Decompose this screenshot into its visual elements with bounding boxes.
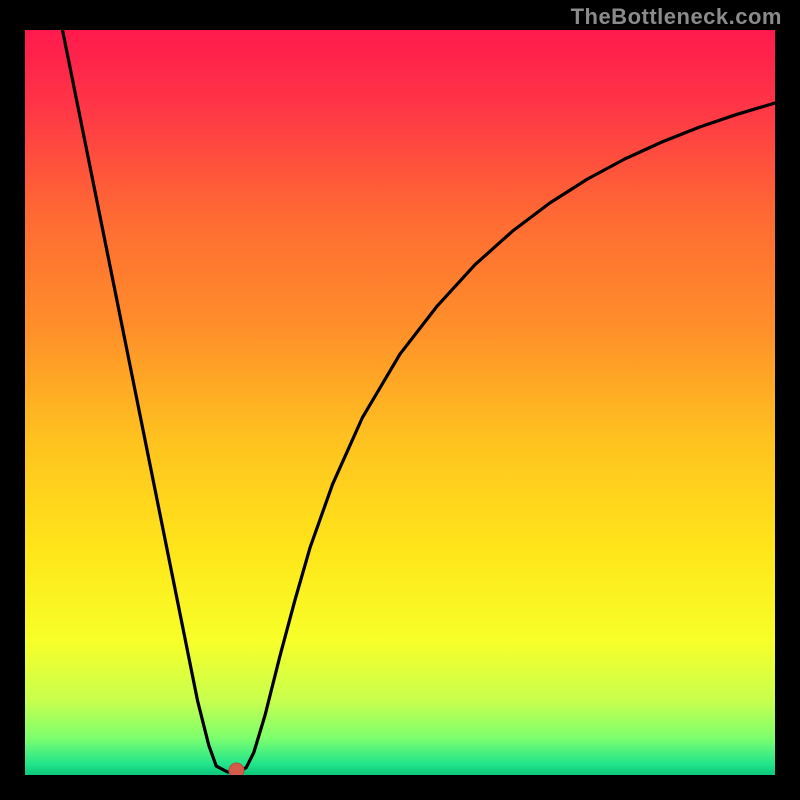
chart-frame: TheBottleneck.com: [0, 0, 800, 800]
plot-area: [25, 30, 775, 775]
optimum-marker: [229, 763, 244, 775]
chart-svg: [25, 30, 775, 775]
watermark-text: TheBottleneck.com: [571, 4, 782, 30]
